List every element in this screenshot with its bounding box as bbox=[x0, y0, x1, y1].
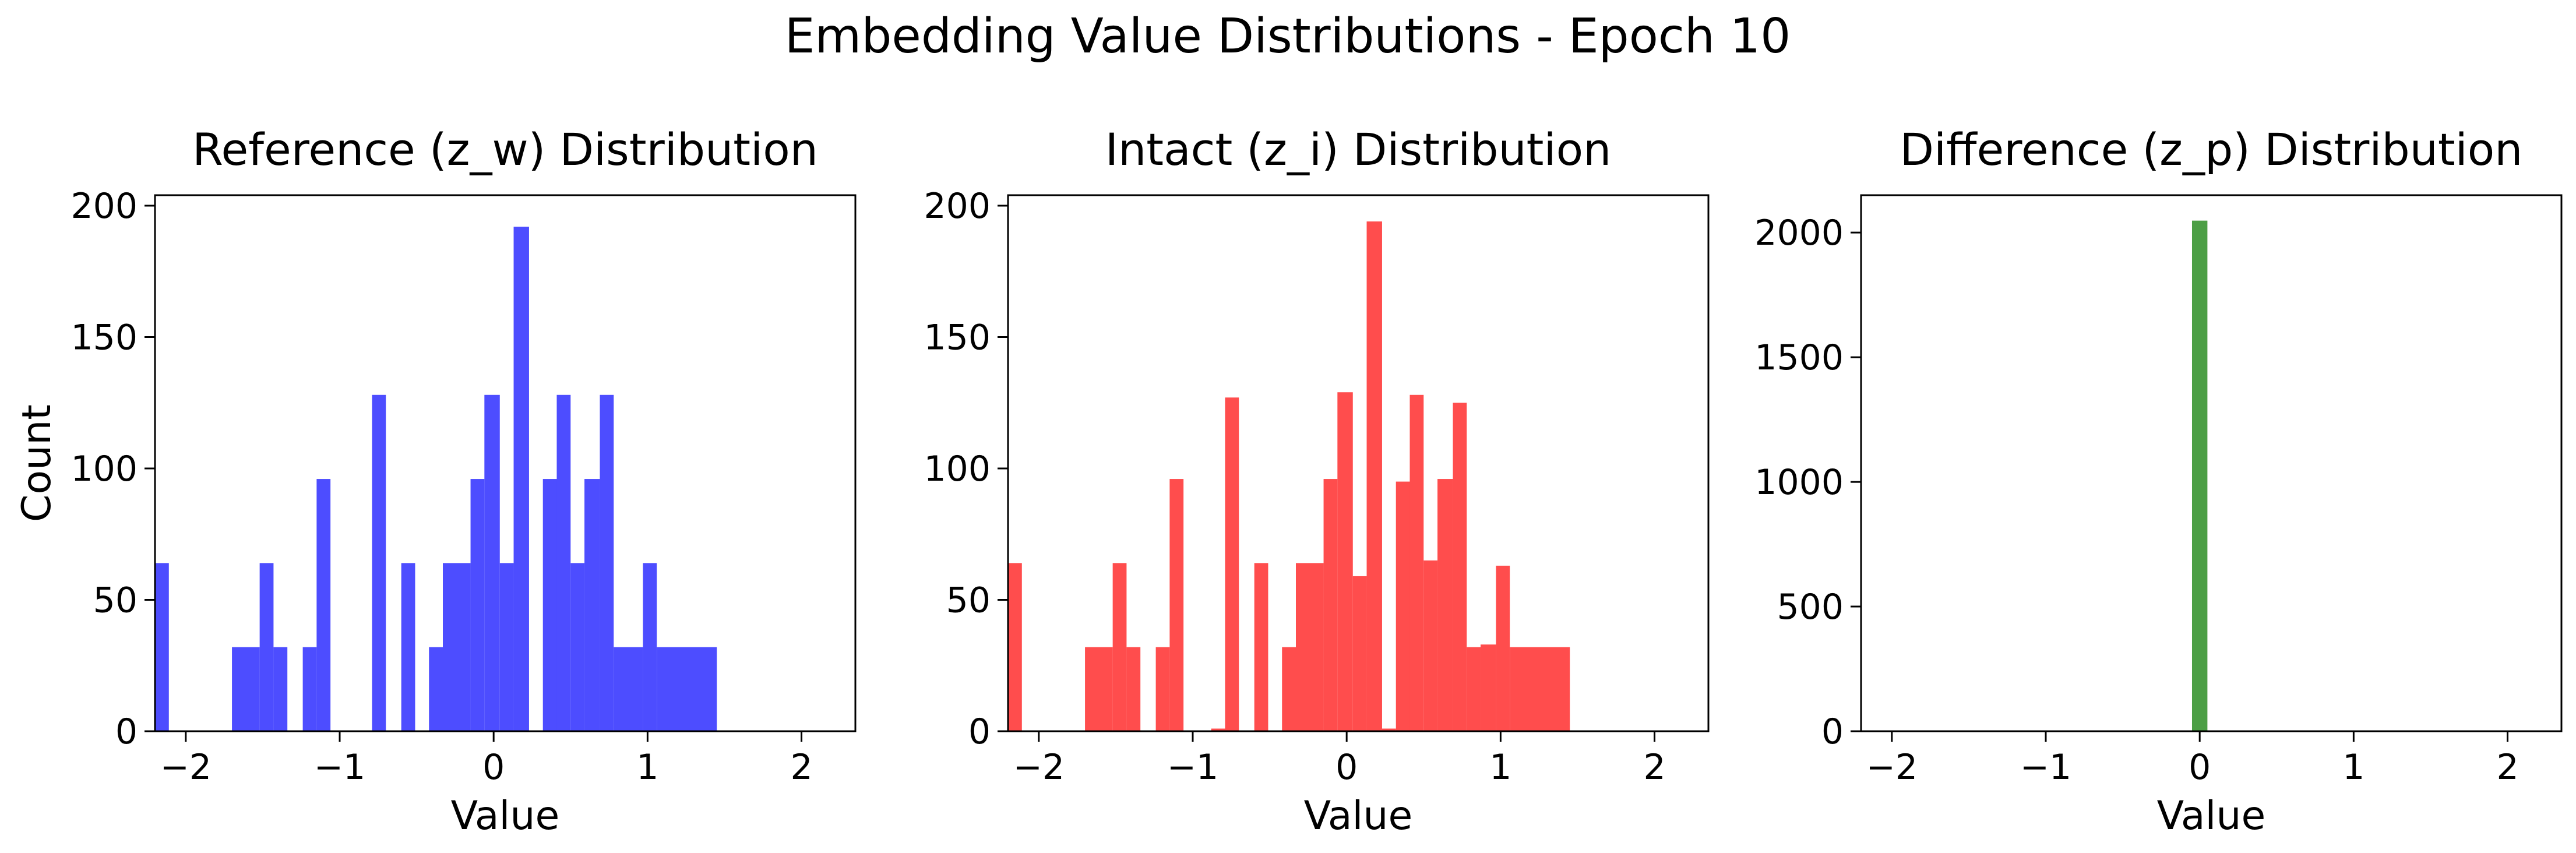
bar-2-12 bbox=[1323, 479, 1338, 731]
axes-frame bbox=[154, 194, 857, 732]
bar-2-22 bbox=[1467, 647, 1481, 731]
chart-panel-3: −2 −1 0 1 2 0 500 1000 1500 2000 Difference (z_p) … bbox=[1754, 124, 2563, 839]
y-tick-label: 50 bbox=[93, 580, 138, 621]
bar-1-4 bbox=[273, 647, 288, 731]
bar-2-14 bbox=[1352, 576, 1367, 731]
bar-1-6 bbox=[316, 479, 331, 731]
x-tick-label: 0 bbox=[2189, 747, 2211, 788]
bar-2-15 bbox=[1366, 221, 1382, 732]
y-tick-label: 200 bbox=[71, 186, 138, 227]
bar-1-21 bbox=[643, 563, 657, 731]
y-tick-label: 0 bbox=[115, 711, 138, 752]
bar-2-19 bbox=[1423, 560, 1438, 731]
y-tick-label: 100 bbox=[924, 449, 991, 489]
y-tick-label: 150 bbox=[924, 318, 991, 358]
bar-1-16 bbox=[556, 394, 571, 731]
bar-2-25 bbox=[1510, 647, 1570, 731]
bar-1-18 bbox=[584, 479, 600, 731]
x-axis-label: Value bbox=[451, 793, 560, 839]
axes-frame bbox=[1860, 194, 2563, 732]
bar-1-20 bbox=[614, 647, 643, 731]
x-tick-label: −2 bbox=[1866, 747, 1918, 788]
bar-1-12 bbox=[484, 394, 500, 731]
panel-title: Reference (z_w) Distribution bbox=[192, 124, 818, 175]
x-tick-label: −2 bbox=[160, 747, 212, 788]
bar-1-9 bbox=[429, 647, 443, 731]
bar-1-7 bbox=[372, 394, 386, 731]
bar-2-4 bbox=[1126, 647, 1141, 731]
bar-2-7 bbox=[1211, 728, 1225, 731]
bar-1-2 bbox=[232, 647, 260, 731]
x-tick-label: −1 bbox=[314, 747, 365, 788]
bar-3-1 bbox=[2191, 220, 2208, 732]
bar-1-15 bbox=[542, 479, 557, 731]
x-tick-label: 0 bbox=[482, 747, 505, 788]
x-tick-label: 2 bbox=[790, 747, 812, 788]
chart-panel-2: −2 −1 0 1 2 0 50 100 150 200 Intact (z_i) Distribu… bbox=[924, 124, 1710, 839]
bar-2-6 bbox=[1169, 479, 1184, 731]
bar-1-14 bbox=[513, 227, 529, 731]
bar-2-9 bbox=[1254, 563, 1268, 731]
bar-1-1 bbox=[155, 563, 169, 731]
bar-2-17 bbox=[1396, 481, 1410, 731]
panel-title: Intact (z_i) Distribution bbox=[1105, 124, 1612, 175]
bar-1-11 bbox=[470, 479, 485, 731]
x-tick-label: −1 bbox=[2020, 747, 2071, 788]
x-tick-label: −2 bbox=[1013, 747, 1065, 788]
bar-2-13 bbox=[1337, 392, 1353, 731]
x-tick-label: 2 bbox=[1643, 747, 1665, 788]
bar-2-23 bbox=[1481, 644, 1496, 731]
bar-1-17 bbox=[570, 563, 585, 731]
y-tick-label: 1000 bbox=[1754, 462, 1844, 503]
figure-title: Embedding Value Distributions - Epoch 10 bbox=[785, 9, 1791, 64]
bar-2-24 bbox=[1496, 565, 1510, 731]
y-tick-label: 0 bbox=[1821, 711, 1844, 752]
bar-2-1 bbox=[1008, 563, 1022, 731]
bar-1-10 bbox=[443, 563, 471, 731]
chart-panel-1: −2 −1 0 1 2 0 50 100 150 200 Reference (z_w) Distr… bbox=[14, 124, 857, 839]
y-tick-label: 200 bbox=[924, 186, 991, 227]
bar-1-8 bbox=[401, 563, 415, 731]
bar-1-22 bbox=[657, 647, 717, 731]
y-tick-label: 0 bbox=[968, 711, 991, 752]
y-tick-label: 150 bbox=[71, 318, 138, 358]
bar-2-8 bbox=[1225, 397, 1239, 731]
bar-2-16 bbox=[1382, 728, 1396, 731]
x-tick-label: 1 bbox=[2342, 747, 2364, 788]
bar-2-10 bbox=[1282, 647, 1296, 731]
y-tick-label: 2000 bbox=[1754, 213, 1844, 253]
bar-2-3 bbox=[1112, 563, 1127, 731]
x-tick-label: 1 bbox=[636, 747, 658, 788]
axes-frame bbox=[1007, 194, 1710, 732]
bar-1-19 bbox=[600, 394, 614, 731]
bar-1-5 bbox=[302, 647, 317, 731]
x-tick-label: 2 bbox=[2496, 747, 2518, 788]
panel-title: Difference (z_p) Distribution bbox=[1900, 124, 2523, 175]
x-axis-label: Value bbox=[1304, 793, 1413, 839]
x-tick-label: 1 bbox=[1489, 747, 1511, 788]
bar-1-13 bbox=[499, 563, 514, 731]
y-axis-label: Count bbox=[14, 404, 60, 522]
bar-2-11 bbox=[1296, 563, 1324, 731]
x-tick-label: −1 bbox=[1167, 747, 1218, 788]
bar-2-21 bbox=[1453, 403, 1467, 731]
bar-1-3 bbox=[259, 563, 274, 731]
y-tick-label: 50 bbox=[946, 580, 991, 621]
bar-2-5 bbox=[1155, 647, 1170, 731]
y-tick-label: 1500 bbox=[1754, 337, 1844, 378]
x-tick-label: 0 bbox=[1335, 747, 1358, 788]
y-tick-label: 500 bbox=[1777, 587, 1844, 628]
bar-2-20 bbox=[1437, 479, 1453, 731]
bar-2-18 bbox=[1409, 394, 1424, 731]
y-tick-label: 100 bbox=[71, 449, 138, 489]
x-axis-label: Value bbox=[2157, 793, 2266, 839]
bar-2-2 bbox=[1085, 647, 1113, 731]
